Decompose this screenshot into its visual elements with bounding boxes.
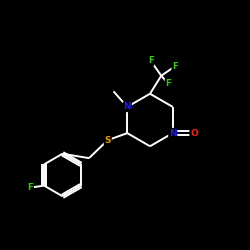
- Text: N: N: [169, 128, 176, 138]
- Text: F: F: [166, 79, 171, 88]
- Text: F: F: [172, 62, 178, 71]
- Text: F: F: [148, 56, 154, 65]
- Text: S: S: [104, 136, 111, 144]
- Text: N: N: [124, 102, 131, 112]
- Text: F: F: [28, 183, 33, 192]
- Text: O: O: [190, 128, 198, 138]
